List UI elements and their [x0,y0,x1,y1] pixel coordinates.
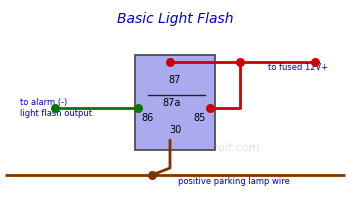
Point [52,106,58,110]
Point [149,173,155,177]
Text: positive parking lamp wire: positive parking lamp wire [178,176,290,186]
Text: the12volt.com: the12volt.com [180,143,260,153]
Bar [135,55,215,150]
Point [135,106,141,110]
Point [237,60,243,64]
Text: 85: 85 [194,113,206,123]
Text: 30: 30 [169,125,181,135]
Text: 87: 87 [169,75,181,85]
Text: 87a: 87a [163,98,181,108]
Text: 86: 86 [142,113,154,123]
Point [207,106,213,110]
Point [312,60,318,64]
Point [167,60,173,64]
Text: Basic Light Flash: Basic Light Flash [117,12,233,26]
Text: to fused 12V+: to fused 12V+ [268,62,328,72]
Text: to alarm (-)
light flash output: to alarm (-) light flash output [20,98,92,118]
